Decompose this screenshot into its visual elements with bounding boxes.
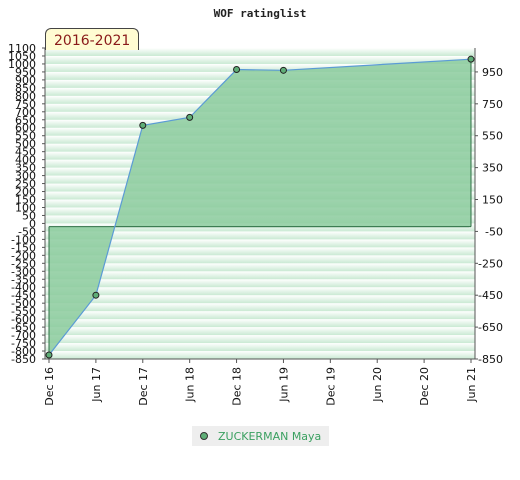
y-tick-label: 700 bbox=[15, 106, 36, 119]
y-tick-label: 400 bbox=[15, 154, 36, 167]
data-point bbox=[186, 113, 194, 121]
data-point bbox=[279, 66, 287, 74]
y-tick-label: 850 bbox=[15, 82, 36, 95]
y-tick-label-right: -450 bbox=[478, 289, 503, 302]
x-tick-label: Dec 17 bbox=[137, 367, 150, 406]
y-tick-label: -700 bbox=[11, 329, 36, 342]
y-tick-label: 0 bbox=[29, 217, 36, 230]
y-tick-label-right: 550 bbox=[482, 130, 503, 143]
y-tick-label: 500 bbox=[15, 138, 36, 151]
y-tick-label: -450 bbox=[11, 289, 36, 302]
y-tick-label: 650 bbox=[15, 114, 36, 127]
y-tick-label: -300 bbox=[11, 265, 36, 278]
data-points bbox=[45, 55, 475, 359]
y-tick-label: 250 bbox=[15, 178, 36, 191]
x-tick-label: Jun 21 bbox=[465, 367, 478, 403]
data-point bbox=[139, 121, 147, 129]
y-tick-label: -350 bbox=[11, 273, 36, 286]
x-tick-label: Dec 19 bbox=[324, 367, 337, 406]
y-tick-label: 200 bbox=[15, 186, 36, 199]
chart-title: WOF ratinglist bbox=[214, 7, 307, 20]
legend-label: ZUCKERMAN Maya bbox=[218, 429, 322, 443]
y-tick-label: 150 bbox=[15, 194, 36, 207]
y-tick-label: 550 bbox=[15, 130, 36, 143]
data-point bbox=[45, 351, 53, 359]
data-point bbox=[467, 55, 475, 63]
y-tick-label: 450 bbox=[15, 146, 36, 159]
y-tick-label-right: -850 bbox=[478, 353, 503, 366]
area-fill bbox=[49, 59, 471, 356]
y-tick-label: 300 bbox=[15, 170, 36, 183]
y-tick-label: 800 bbox=[15, 90, 36, 103]
y-tick-label: 350 bbox=[15, 162, 36, 175]
y-tick-label: 1100 bbox=[8, 42, 36, 55]
y-tick-label: -600 bbox=[11, 313, 36, 326]
x-tick-label: Jun 20 bbox=[371, 367, 384, 403]
x-tick-label: Jun 18 bbox=[184, 367, 197, 403]
y-tick-label: -400 bbox=[11, 281, 36, 294]
y-tick-label: 1000 bbox=[8, 58, 36, 71]
y-tick-label: 750 bbox=[15, 98, 36, 111]
data-point bbox=[92, 291, 100, 299]
y-tick-label: -650 bbox=[11, 321, 36, 334]
x-tick-label: Jun 19 bbox=[277, 367, 290, 403]
legend: ZUCKERMAN Maya bbox=[192, 426, 329, 446]
y-tick-label: -500 bbox=[11, 297, 36, 310]
y-tick-label-right: 150 bbox=[482, 194, 503, 207]
x-tick-label: Dec 16 bbox=[43, 367, 56, 406]
y-tick-label: 900 bbox=[15, 74, 36, 87]
legend-marker-icon bbox=[200, 432, 208, 440]
y-tick-label: -50 bbox=[18, 225, 36, 238]
y-tick-label: 1050 bbox=[8, 50, 36, 63]
y-tick-label: -750 bbox=[11, 337, 36, 350]
x-tick-label: Dec 18 bbox=[231, 367, 244, 406]
y-tick-label: -550 bbox=[11, 305, 36, 318]
y-tick-label: -800 bbox=[11, 345, 36, 358]
y-tick-label: -150 bbox=[11, 241, 36, 254]
x-tick-label: Jun 17 bbox=[90, 367, 103, 403]
y-tick-label-right: 950 bbox=[482, 66, 503, 79]
y-tick-label: -200 bbox=[11, 249, 36, 262]
data-point bbox=[233, 66, 241, 74]
y-tick-label: 950 bbox=[15, 66, 36, 79]
y-tick-label-right: 750 bbox=[482, 98, 503, 111]
y-tick-label: 100 bbox=[15, 201, 36, 214]
y-tick-label: -100 bbox=[11, 233, 36, 246]
period-badge: 2016-2021 bbox=[45, 28, 140, 50]
x-tick-label: Dec 20 bbox=[418, 367, 431, 406]
y-tick-label: -850 bbox=[11, 353, 36, 366]
y-tick-label-right: -250 bbox=[478, 257, 503, 270]
y-tick-label-right: -50 bbox=[485, 225, 503, 238]
y-tick-label: 600 bbox=[15, 122, 36, 135]
y-tick-label: -250 bbox=[11, 257, 36, 270]
y-tick-label-right: -650 bbox=[478, 321, 503, 334]
y-tick-label-right: 350 bbox=[482, 162, 503, 175]
x-axis: Dec 16 Jun 17 Dec 17 Jun 18 Dec 18 Jun 19 Dec … bbox=[43, 359, 478, 406]
y-axis-right: 950 750 550 350 150 -50 -250 -450 -650 -850 bbox=[475, 66, 503, 366]
y-axis-left: 1100105010009509008508007507006506005505… bbox=[8, 42, 45, 366]
y-tick-label: 50 bbox=[22, 209, 36, 222]
